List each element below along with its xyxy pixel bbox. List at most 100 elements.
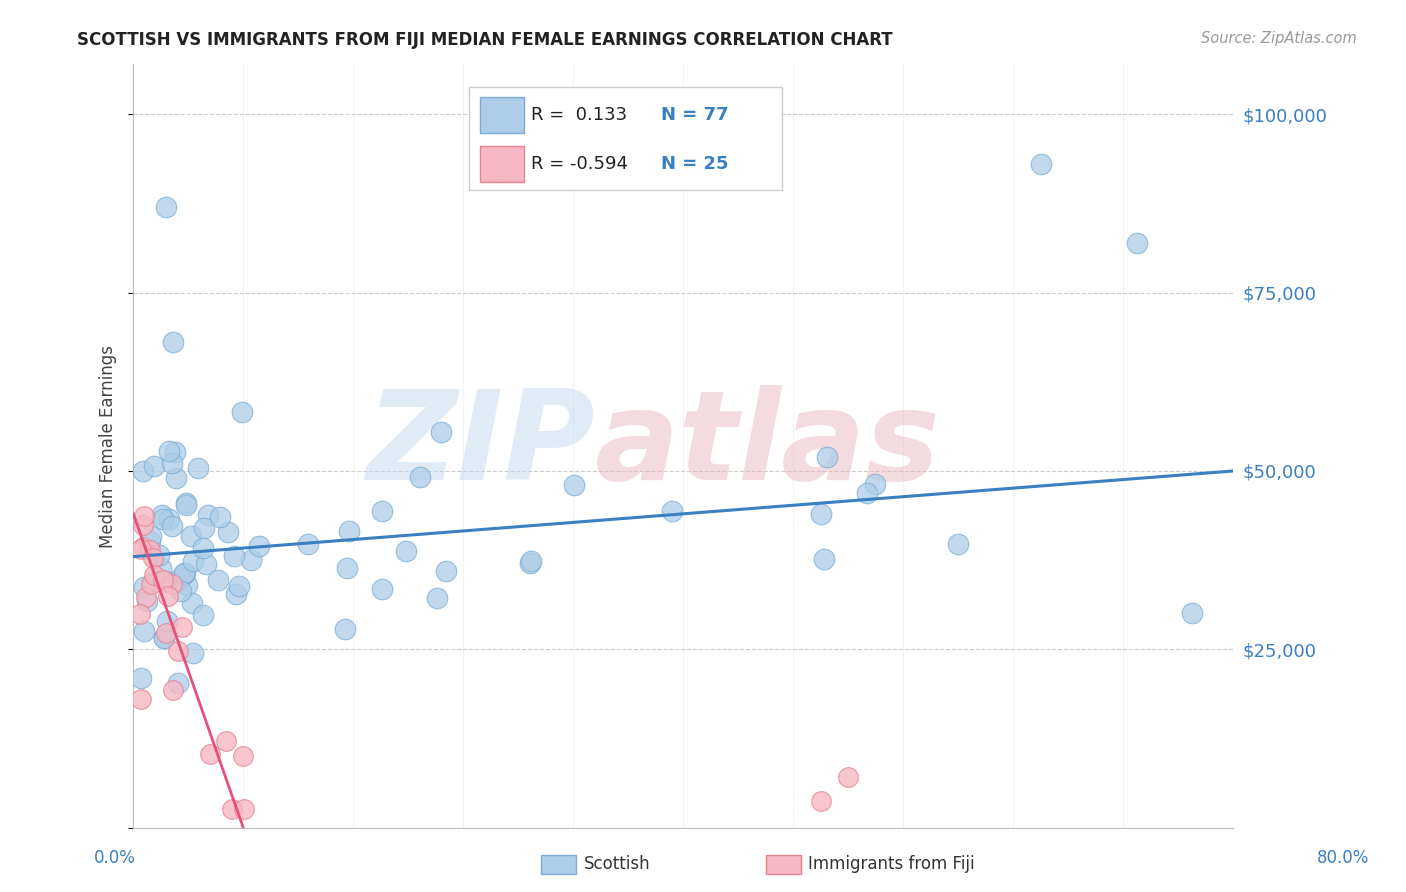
Point <box>810 794 832 808</box>
Point <box>162 456 184 470</box>
Text: atlas: atlas <box>595 385 941 507</box>
Point <box>162 577 184 591</box>
Point <box>135 594 157 608</box>
Point <box>131 540 153 554</box>
Point <box>426 591 449 606</box>
Point <box>174 566 197 580</box>
Point <box>181 554 204 568</box>
Point <box>173 567 195 582</box>
Y-axis label: Median Female Earnings: Median Female Earnings <box>100 344 117 548</box>
Text: N = 25: N = 25 <box>661 155 728 173</box>
Point <box>195 557 218 571</box>
Text: Scottish: Scottish <box>583 855 650 873</box>
Point <box>215 733 238 747</box>
Point <box>132 624 155 638</box>
Point <box>562 478 585 492</box>
Point <box>162 519 184 533</box>
Point <box>855 486 877 500</box>
Bar <box>479 145 524 182</box>
Point <box>132 517 155 532</box>
Point <box>150 561 173 575</box>
Point <box>221 802 243 816</box>
Point <box>661 503 683 517</box>
Point <box>152 512 174 526</box>
Point <box>430 425 453 439</box>
Point <box>155 626 177 640</box>
Point <box>209 510 232 524</box>
Point <box>174 498 197 512</box>
Point <box>131 671 153 685</box>
Point <box>222 549 245 563</box>
Point <box>395 544 418 558</box>
Point <box>519 556 541 570</box>
Point <box>141 529 163 543</box>
Point <box>143 458 166 473</box>
Point <box>155 614 177 628</box>
Point <box>135 590 157 604</box>
Point <box>173 566 195 580</box>
Point <box>157 444 180 458</box>
Point <box>837 770 859 784</box>
Point <box>176 578 198 592</box>
Point <box>810 507 832 521</box>
Point <box>132 580 155 594</box>
Point <box>142 551 165 566</box>
Point <box>191 607 214 622</box>
Point <box>863 477 886 491</box>
Point <box>143 568 166 582</box>
Point <box>139 534 162 549</box>
Point <box>815 450 838 464</box>
Point <box>142 574 165 589</box>
Point <box>174 496 197 510</box>
Point <box>247 539 270 553</box>
Bar <box>479 97 524 134</box>
Point <box>165 471 187 485</box>
Text: ZIP: ZIP <box>367 385 595 507</box>
Point <box>153 631 176 645</box>
Text: N = 77: N = 77 <box>661 106 728 124</box>
Text: Immigrants from Fiji: Immigrants from Fiji <box>808 855 976 873</box>
Text: Source: ZipAtlas.com: Source: ZipAtlas.com <box>1201 31 1357 46</box>
Point <box>434 564 457 578</box>
Point <box>225 587 247 601</box>
Point <box>132 508 155 523</box>
Point <box>946 537 969 551</box>
Point <box>187 461 209 475</box>
Point <box>148 548 170 562</box>
Text: SCOTTISH VS IMMIGRANTS FROM FIJI MEDIAN FEMALE EARNINGS CORRELATION CHART: SCOTTISH VS IMMIGRANTS FROM FIJI MEDIAN … <box>77 31 893 49</box>
Point <box>170 620 193 634</box>
Point <box>371 582 394 597</box>
Point <box>1126 235 1149 250</box>
Point <box>157 512 180 526</box>
Point <box>371 504 394 518</box>
Point <box>152 573 174 587</box>
Point <box>333 623 356 637</box>
Point <box>232 802 254 816</box>
Point <box>129 692 152 706</box>
Text: R = -0.594: R = -0.594 <box>531 155 628 173</box>
Point <box>180 529 202 543</box>
Point <box>162 335 184 350</box>
Point <box>132 464 155 478</box>
Point <box>150 508 173 522</box>
Text: 0.0%: 0.0% <box>94 849 136 867</box>
Point <box>200 747 222 761</box>
Point <box>297 537 319 551</box>
Point <box>181 596 204 610</box>
Point <box>138 543 160 558</box>
Point <box>409 470 432 484</box>
Point <box>336 561 359 575</box>
Point <box>156 590 179 604</box>
Point <box>139 577 162 591</box>
FancyBboxPatch shape <box>468 87 782 190</box>
Point <box>813 551 835 566</box>
Point <box>207 574 229 588</box>
Point <box>197 508 219 523</box>
Point <box>155 200 177 214</box>
Point <box>193 521 215 535</box>
Point <box>232 749 254 764</box>
Point <box>337 524 360 538</box>
Point <box>1029 157 1052 171</box>
Point <box>520 554 543 568</box>
Point <box>155 574 177 588</box>
